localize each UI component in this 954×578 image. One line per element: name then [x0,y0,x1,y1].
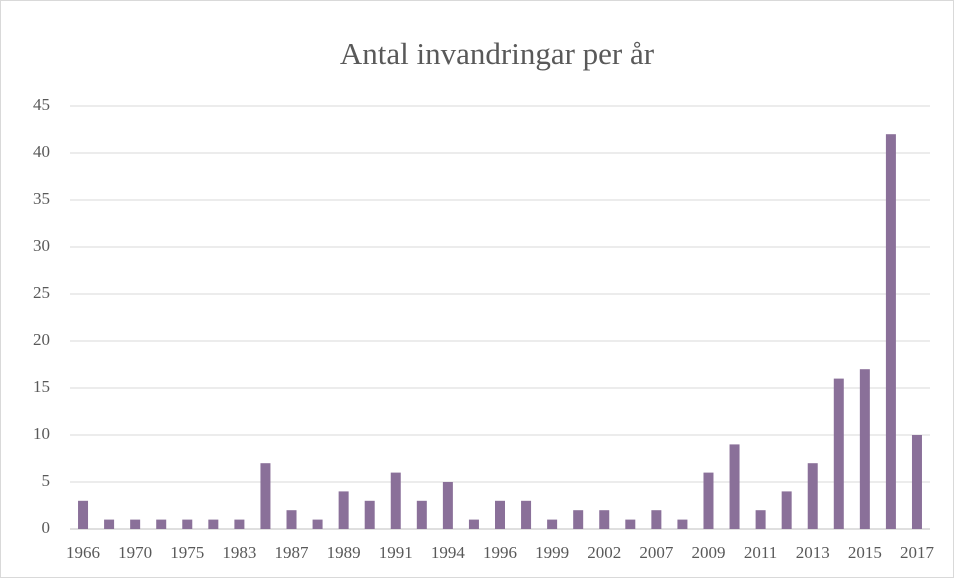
x-tick-label: 1989 [327,543,361,562]
x-tick-label: 1999 [535,543,569,562]
x-tick-label: 1966 [66,543,100,562]
x-tick-label: 2007 [639,543,674,562]
y-tick-label: 20 [33,330,50,349]
x-tick-label: 1975 [170,543,204,562]
bar [468,519,479,529]
bar [729,444,740,529]
bar [755,510,766,529]
y-tick-label: 15 [33,377,50,396]
bar [390,472,401,529]
bar [833,378,844,529]
bar [234,519,245,529]
bar [442,482,453,529]
bar [495,500,505,529]
x-tick-label: 1970 [118,543,152,562]
y-tick-label: 35 [33,189,50,208]
bar [703,472,714,529]
y-tick-label: 0 [42,518,51,537]
bar [312,519,323,529]
bar [416,500,427,529]
y-tick-label: 5 [42,471,51,490]
y-tick-label: 45 [33,95,50,114]
y-tick-label: 10 [33,424,50,443]
bar [286,510,297,529]
bar [182,519,193,529]
bar [208,519,219,529]
bar [625,519,636,529]
bar [364,500,375,529]
bar [156,519,167,529]
x-tick-label: 2017 [900,543,935,562]
bar [78,500,89,529]
bar [547,519,558,529]
bar [885,134,896,529]
bar [911,435,922,529]
x-tick-label: 1994 [431,543,466,562]
bar [573,510,584,529]
bar [521,500,532,529]
x-tick-label: 2002 [587,543,621,562]
bar [807,463,818,529]
x-tick-label: 1991 [379,543,413,562]
bar [651,510,662,529]
x-tick-label: 2009 [691,543,725,562]
bar [260,463,271,529]
chart-title: Antal invandringar per år [340,36,655,71]
bar [104,519,115,529]
y-tick-label: 40 [33,142,50,161]
x-tick-label: 1983 [222,543,256,562]
x-tick-label: 2015 [848,543,882,562]
bar [599,510,610,529]
x-tick-label: 2013 [796,543,830,562]
bar [677,519,688,529]
bar [130,519,141,529]
bar [859,369,870,529]
bar [781,491,792,529]
y-tick-label: 30 [33,236,50,255]
x-tick-label: 1987 [275,543,310,562]
x-tick-label: 1996 [483,543,517,562]
x-tick-label: 2011 [744,543,777,562]
y-tick-label: 25 [33,283,50,302]
bar [338,491,349,529]
